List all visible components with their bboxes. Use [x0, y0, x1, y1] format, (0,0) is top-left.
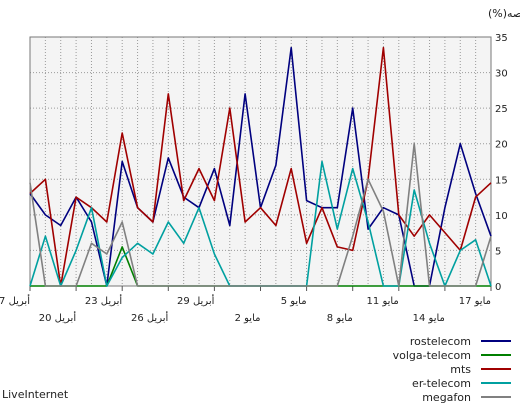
x-tick-label: 8 مايو: [327, 313, 353, 324]
y-tick-label: 10: [495, 211, 508, 222]
y-tick-label: 30: [495, 69, 508, 80]
y-tick-label: 5: [495, 246, 501, 257]
legend-label: volga-telecom: [393, 349, 471, 362]
y-tick-label: 20: [495, 140, 508, 151]
y-tick-label: 15: [495, 175, 508, 186]
y-axis-label: الحصه(%): [488, 7, 520, 20]
y-tick-label: 0: [495, 282, 501, 293]
footer-brand: LiveInternet: [2, 388, 69, 401]
legend-label: er-telecom: [412, 377, 471, 390]
x-tick-label: 20 أبريل: [39, 311, 77, 324]
legend: rostelecomvolga-telecommtser-telecommega…: [393, 335, 511, 404]
x-tick-label: 14 مايو: [413, 313, 445, 324]
x-tick-label: 26 أبريل: [131, 311, 169, 324]
x-tick-label: 29 أبريل: [177, 294, 215, 307]
y-axis-ticks: 0 5 10 15 20 25 30 35: [495, 33, 508, 293]
series-lines: [29, 46, 492, 287]
series-line-megafon: [29, 142, 492, 287]
x-tick-label: 17 مايو: [459, 296, 491, 307]
series-line-mts: [29, 46, 492, 287]
x-tick-label: 23 أبريل: [85, 294, 123, 307]
x-axis-ticks: 17 مايو 11 مايو 5 مايو 29 أبريل 23 أبريل 17 أ…: [0, 286, 492, 324]
x-tick-label: 17 أبريل: [0, 294, 30, 307]
legend-label: megafon: [422, 391, 471, 404]
legend-label: mts: [450, 363, 471, 376]
legend-label: rostelecom: [410, 335, 471, 348]
y-tick-label: 25: [495, 104, 508, 115]
x-tick-label: 5 مايو: [281, 296, 307, 307]
y-tick-label: 35: [495, 33, 508, 44]
x-tick-label: 2 مايو: [235, 313, 261, 324]
x-tick-label: 11 مايو: [367, 296, 399, 307]
